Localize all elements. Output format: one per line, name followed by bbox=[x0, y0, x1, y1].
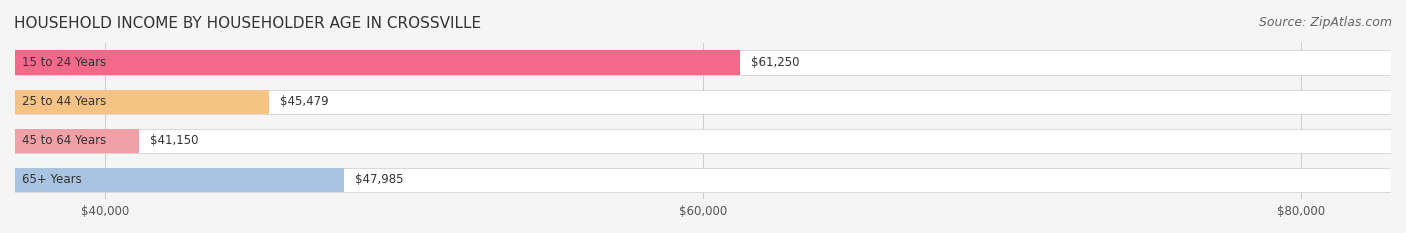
Bar bbox=[15, 89, 1391, 114]
Bar bbox=[15, 168, 343, 192]
Bar bbox=[15, 129, 139, 153]
Text: $45,479: $45,479 bbox=[280, 95, 328, 108]
Text: $41,150: $41,150 bbox=[150, 134, 198, 147]
Text: 15 to 24 Years: 15 to 24 Years bbox=[22, 56, 105, 69]
Text: HOUSEHOLD INCOME BY HOUSEHOLDER AGE IN CROSSVILLE: HOUSEHOLD INCOME BY HOUSEHOLDER AGE IN C… bbox=[14, 16, 481, 31]
Text: $47,985: $47,985 bbox=[354, 173, 404, 186]
Text: 65+ Years: 65+ Years bbox=[22, 173, 82, 186]
Bar bbox=[15, 168, 1391, 192]
Text: 25 to 44 Years: 25 to 44 Years bbox=[22, 95, 105, 108]
Bar bbox=[15, 50, 741, 75]
Text: $61,250: $61,250 bbox=[751, 56, 800, 69]
Bar bbox=[15, 50, 1391, 75]
Text: Source: ZipAtlas.com: Source: ZipAtlas.com bbox=[1258, 16, 1392, 29]
Text: 45 to 64 Years: 45 to 64 Years bbox=[22, 134, 105, 147]
Bar bbox=[15, 89, 269, 114]
Bar bbox=[15, 129, 1391, 153]
